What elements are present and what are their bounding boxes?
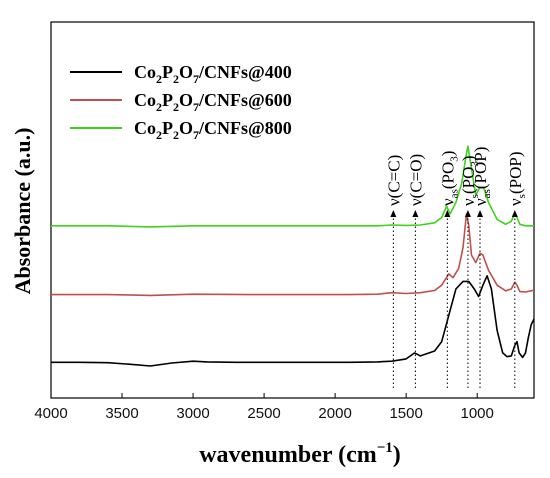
x-axis-title: wavenumber (cm−1) [199,440,401,468]
annotation-arrowhead [477,210,484,217]
annotation-label: νs(PO3) [459,155,481,206]
annotation-arrowhead [412,210,419,217]
x-tick-label: 4000 [34,405,67,422]
x-tick-label: 3500 [105,405,138,422]
x-tick-label: 2500 [247,405,280,422]
x-tick-label: 1500 [389,405,422,422]
legend-label-1: Co2P2O7/CNFs@400 [134,62,292,86]
x-tick-label: 1000 [460,405,493,422]
annotation-arrowhead [511,210,518,217]
x-tick-label: 2000 [318,405,351,422]
annotation-label: νas(POP) [471,147,493,206]
annotation-label: νs(POP) [506,152,528,206]
legend-label-2: Co2P2O7/CNFs@600 [134,90,292,114]
annotation-arrowhead [390,210,397,217]
series-line-1 [51,275,535,367]
y-axis-title: Absorbance (a.u.) [10,128,35,295]
legend: Co2P2O7/CNFs@400 Co2P2O7/CNFs@600 Co2P2O7/… [70,62,292,142]
annotation-label: ν(C=O) [406,154,425,206]
annotation-label: ν(C=C) [384,155,403,206]
plot-frame [50,21,535,399]
x-tick-label: 3000 [176,405,209,422]
annotation-layer: ν(C=C) ν(C=O) νas(PO3)νs(PO3)νas(POP) νs(PO… [384,147,528,388]
legend-label-3: Co2P2O7/CNFs@800 [134,118,292,142]
annotation-arrowhead [444,210,451,217]
x-axis-ticks: 4000 3500 3000 2500 2000 1500 1000 [34,393,494,422]
annotation-arrowhead [464,210,471,217]
annotation-label: νas(PO3) [438,151,460,206]
series-line-2 [51,213,535,297]
